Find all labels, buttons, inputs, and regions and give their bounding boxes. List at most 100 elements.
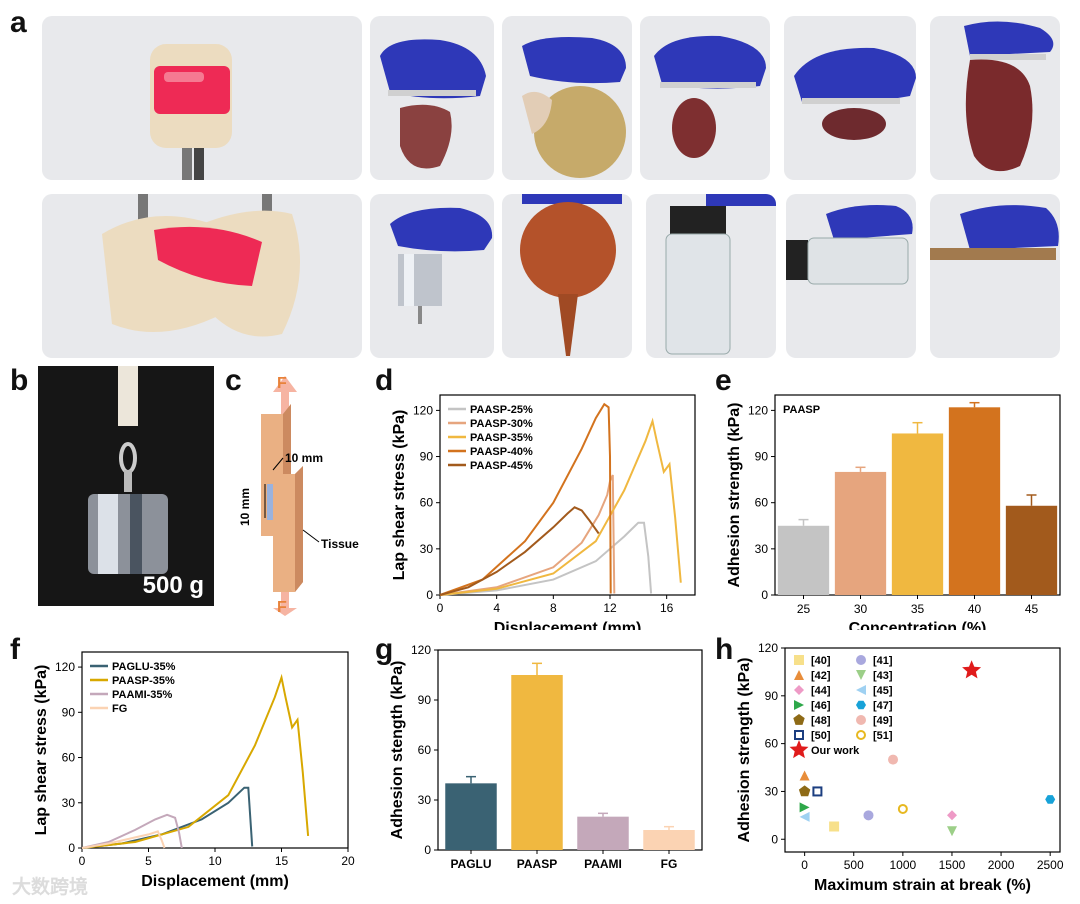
panel-label-f: f (10, 633, 20, 666)
bar-25 (777, 525, 830, 595)
data-point-40 (829, 821, 840, 832)
x-tick-label: 0 (801, 858, 808, 872)
x-tick-label: 8 (550, 601, 557, 615)
y-tick-label: 120 (411, 643, 431, 657)
chart-e: 0 30 60 90 120 Concentration (%) Adhesion stre… (726, 394, 1061, 630)
data-point-41 (863, 810, 874, 821)
legend-label: [42] (811, 670, 831, 682)
legend-label: PAAMI-35% (112, 689, 173, 701)
force-arrow-top (273, 376, 297, 420)
photo-vial-sideways-glove (786, 194, 916, 358)
legend-label: Our work (811, 745, 860, 757)
legend-label: PAASP-45% (470, 460, 533, 472)
legend-label: PAASP-30% (470, 418, 533, 430)
legend-marker (856, 715, 866, 725)
x-axis-title: Maximum strain at break (%) (814, 877, 1031, 894)
x-category-label: 45 (1025, 602, 1039, 616)
chart-h: 0 30 60 90 120 0 500 1000 1500 2000 2500 Maximum st… (736, 641, 1064, 894)
legend-label: FG (112, 703, 127, 715)
x-tick-label: 2000 (988, 858, 1015, 872)
data-point-50 (812, 786, 823, 797)
y-tick-label: 0 (771, 832, 778, 846)
photo-rubber-bulb-glove (502, 194, 632, 358)
y-tick-label: 0 (426, 588, 433, 602)
panel-c-schematic: F F 10 mm 10 mm Tissue (225, 366, 370, 616)
x-tick-label: 2500 (1037, 858, 1064, 872)
y-axis-title: Lap shear stress (kPa) (33, 665, 50, 836)
y-tick-label: 120 (55, 660, 75, 674)
y-tick-label: 30 (765, 784, 779, 798)
x-category-label: FG (661, 857, 678, 871)
x-category-label: PAGLU (450, 857, 491, 871)
panel-label-d: d (375, 364, 394, 397)
y-axis-title: Lap shear stress (kPa) (391, 410, 408, 581)
photo-heart-glove (370, 16, 494, 180)
x-tick-label: 15 (275, 854, 289, 868)
x-tick-label: 10 (208, 854, 222, 868)
data-point-46 (799, 802, 810, 813)
series-line-fg (81, 830, 166, 849)
force-label-bottom: F (277, 599, 287, 616)
legend-label: PAGLU-35% (112, 661, 176, 673)
legend-label: [49] (873, 715, 893, 727)
x-tick-label: 500 (844, 858, 864, 872)
legend-label: [47] (873, 700, 893, 712)
weight-label: 500 g (142, 572, 204, 599)
bar-45 (1005, 505, 1058, 595)
legend-label: [41] (873, 655, 893, 667)
y-tick-label: 60 (62, 751, 76, 765)
y-axis-title: Adhesion strength (kPa) (736, 658, 753, 843)
bar-paami (577, 816, 629, 850)
legend-label: [51] (873, 730, 893, 742)
panel-label-h: h (715, 633, 734, 666)
x-tick-label: 0 (437, 601, 444, 615)
photo-wood-stick-glove (930, 194, 1060, 358)
chart-f: 0 30 60 90 120 0 5 10 15 20 Displacement (mm) Lap s… (33, 651, 355, 890)
legend-marker (856, 655, 866, 665)
y-tick-label: 0 (68, 841, 75, 855)
legend-label: [43] (873, 670, 893, 682)
x-tick-label: 4 (493, 601, 500, 615)
x-category-label: 35 (911, 602, 925, 616)
width-label: 10 mm (285, 451, 323, 465)
series-line-paasp-35- (81, 673, 310, 849)
legend-label: PAASP-40% (470, 446, 533, 458)
data-point-49 (888, 754, 899, 765)
data-point-48 (798, 785, 811, 797)
plot-frame (439, 394, 696, 596)
y-tick-label: 30 (62, 796, 76, 810)
legend-marker (789, 740, 809, 759)
legend-marker (794, 670, 804, 680)
series-line-paasp-35- (439, 417, 682, 596)
x-tick-label: 5 (145, 854, 152, 868)
legend-marker (856, 685, 866, 695)
photo-metal-weight-glove (370, 194, 494, 358)
legend-label: [50] (811, 730, 831, 742)
y-tick-label: 90 (62, 705, 76, 719)
bar-30 (834, 471, 887, 595)
x-category-label: 25 (797, 602, 811, 616)
panel-label-g: g (375, 633, 394, 666)
bar-paasp (511, 675, 563, 850)
panel-label-a: a (10, 6, 27, 39)
legend-label: PAASP-25% (470, 404, 533, 416)
x-tick-label: 16 (660, 601, 674, 615)
plot-frame (784, 647, 1061, 853)
panel-label-e: e (715, 364, 732, 397)
height-label: 10 mm (238, 488, 252, 526)
x-category-label: 30 (854, 602, 868, 616)
series-line-paasp-45- (439, 506, 600, 596)
tissue-label: Tissue (321, 537, 359, 551)
y-tick-label: 60 (755, 496, 769, 510)
x-axis-title: Displacement (mm) (141, 873, 289, 890)
x-tick-label: 12 (603, 601, 617, 615)
photo-glass-vial-glove (646, 194, 776, 358)
y-tick-label: 60 (765, 737, 779, 751)
legend-marker (794, 700, 804, 710)
legend-marker (856, 670, 866, 680)
x-category-label: 40 (968, 602, 982, 616)
legend-label: [40] (811, 655, 831, 667)
photo-stomach-glove (502, 16, 632, 180)
x-category-label: PAAMI (584, 857, 622, 871)
x-axis-title: Displacement (mm) (494, 620, 642, 630)
